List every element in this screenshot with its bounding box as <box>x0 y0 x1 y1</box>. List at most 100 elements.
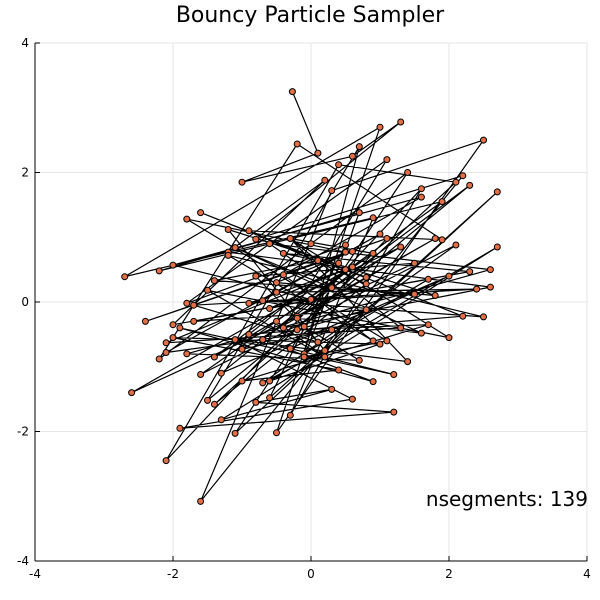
data-point <box>321 347 329 355</box>
data-point <box>369 214 377 222</box>
data-point <box>328 385 336 393</box>
data-point <box>176 324 184 332</box>
data-point <box>376 340 384 348</box>
data-point <box>376 230 384 238</box>
data-point <box>224 251 232 259</box>
data-point <box>411 290 418 298</box>
data-point <box>314 149 322 157</box>
chart-title: Bouncy Particle Sampler <box>176 3 445 28</box>
data-point <box>259 379 267 387</box>
data-point <box>383 156 391 164</box>
data-point <box>369 337 377 345</box>
y-tick-label: 4 <box>21 36 29 50</box>
x-tick-label: -4 <box>29 567 41 581</box>
data-point <box>238 178 246 186</box>
data-point <box>286 345 294 353</box>
data-point <box>342 248 349 256</box>
x-tick-label: 2 <box>445 567 453 581</box>
data-point <box>452 178 460 186</box>
data-point <box>286 235 294 242</box>
data-point <box>355 356 363 364</box>
data-point <box>190 317 198 325</box>
x-tick-label: 0 <box>307 567 315 581</box>
data-point <box>128 389 136 397</box>
data-point <box>162 339 170 347</box>
data-point <box>293 140 301 148</box>
data-point <box>348 152 356 160</box>
data-point <box>279 324 287 332</box>
data-point <box>348 395 356 403</box>
data-point <box>335 161 343 169</box>
data-point <box>224 226 232 233</box>
data-point <box>259 336 267 344</box>
data-point <box>252 398 260 406</box>
data-point <box>404 169 412 176</box>
data-point <box>266 394 274 402</box>
data-point <box>431 292 439 299</box>
data-point <box>328 187 336 195</box>
data-point <box>417 185 425 193</box>
data-point <box>397 324 405 332</box>
data-point <box>259 297 267 305</box>
data-point <box>486 283 494 291</box>
data-point <box>321 353 329 361</box>
data-point <box>273 279 280 287</box>
data-point <box>466 181 474 189</box>
data-point <box>245 299 253 307</box>
data-point <box>335 366 343 374</box>
data-point <box>300 353 308 361</box>
data-point <box>286 411 294 419</box>
trajectory-layer <box>124 91 498 502</box>
data-point <box>480 136 487 144</box>
data-point <box>362 280 370 288</box>
y-tick-label: -4 <box>17 554 29 568</box>
data-point <box>169 261 177 269</box>
data-point <box>293 314 301 322</box>
data-point <box>307 240 315 248</box>
data-point <box>459 172 467 180</box>
data-point <box>162 457 170 465</box>
data-point <box>493 188 501 196</box>
y-tick-label: -2 <box>17 425 29 439</box>
data-point <box>342 266 349 274</box>
data-point <box>217 416 225 424</box>
data-point <box>314 257 322 265</box>
data-point <box>383 337 391 345</box>
data-point <box>273 288 280 296</box>
data-point <box>279 249 287 257</box>
data-point <box>204 286 211 294</box>
x-tick-label: -2 <box>167 567 179 581</box>
data-point <box>288 88 296 96</box>
data-point <box>328 284 336 292</box>
data-point <box>231 336 239 344</box>
data-point <box>266 305 274 312</box>
data-point <box>169 321 177 329</box>
data-point <box>466 268 474 276</box>
data-point <box>417 329 425 337</box>
data-point <box>362 306 370 314</box>
data-point <box>355 209 363 217</box>
data-point <box>293 326 301 334</box>
data-point <box>390 371 398 378</box>
data-point <box>210 277 218 285</box>
data-point <box>176 424 184 432</box>
data-point <box>486 266 494 274</box>
data-point <box>273 317 280 325</box>
data-point <box>438 198 446 206</box>
data-point <box>390 408 398 416</box>
data-point <box>190 301 198 309</box>
nsegments-annotation: nsegments: 139 <box>426 487 588 511</box>
data-point <box>348 263 356 271</box>
data-point <box>121 273 129 281</box>
data-point <box>245 330 253 338</box>
y-tick-label: 2 <box>21 166 29 180</box>
data-point <box>369 378 377 386</box>
data-point <box>348 248 356 255</box>
data-point <box>424 321 432 329</box>
data-point <box>397 118 405 126</box>
data-point <box>197 371 205 378</box>
data-point <box>383 235 391 242</box>
data-point <box>266 377 274 385</box>
data-point <box>397 243 405 251</box>
data-point <box>210 400 218 408</box>
